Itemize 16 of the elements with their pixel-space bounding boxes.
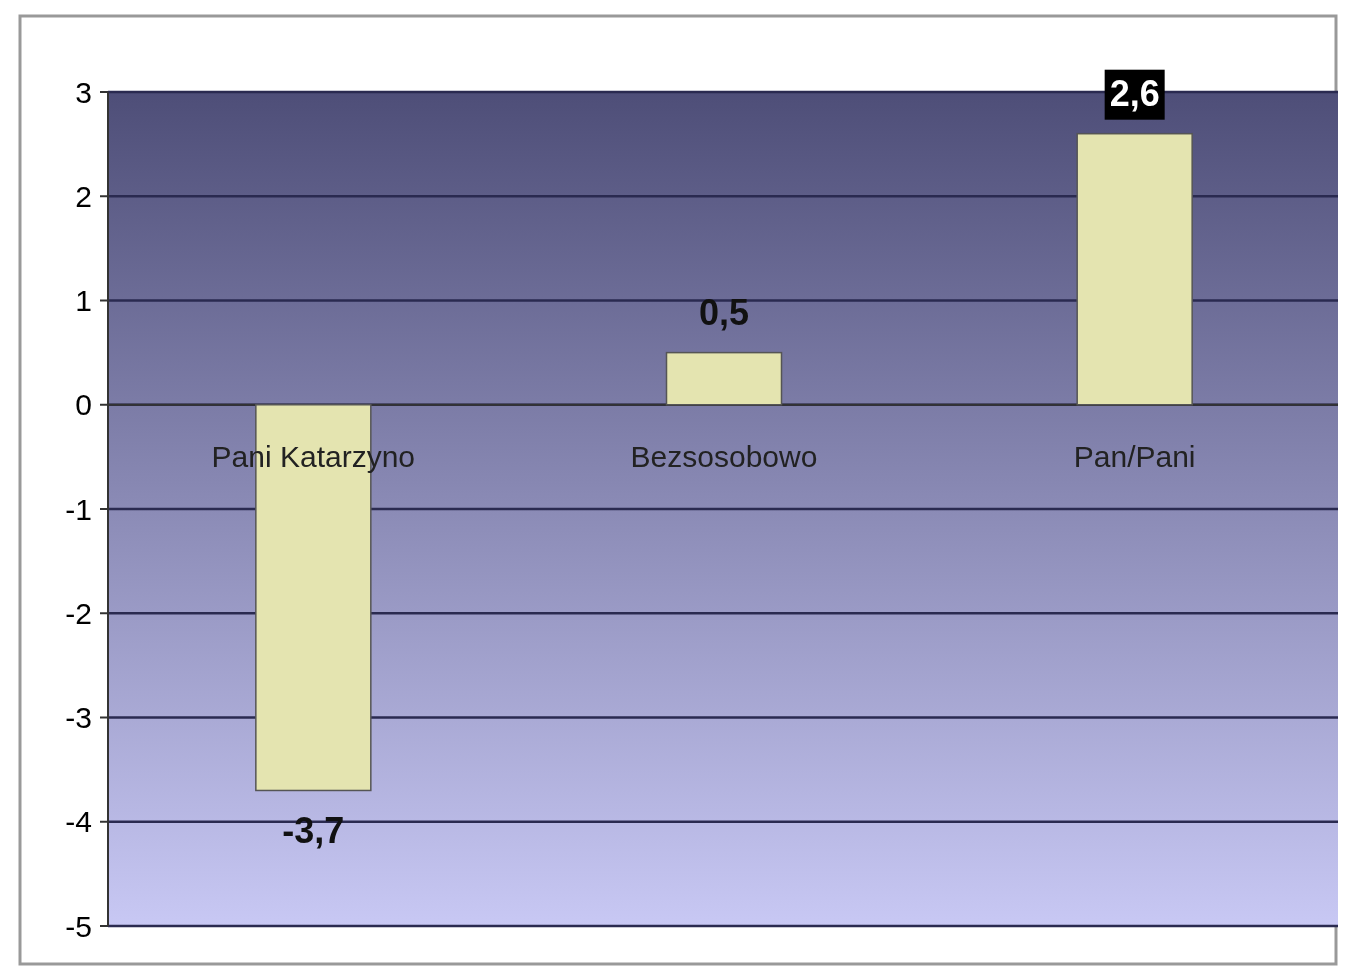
y-tick-label: -4 (65, 805, 92, 839)
y-tick-label: -5 (65, 909, 92, 943)
y-tick-label: 0 (75, 388, 92, 422)
y-tick-label: 2 (75, 179, 92, 213)
data-label: 0,5 (698, 292, 750, 334)
x-tick-label: Bezsosobowo (630, 439, 818, 473)
y-tick-label: -1 (65, 492, 92, 526)
y-tick-label: -3 (65, 701, 92, 734)
bar (1076, 132, 1193, 406)
data-label: -3,7 (282, 810, 345, 852)
y-tick-label: 3 (75, 75, 92, 109)
y-tick-label: 1 (75, 284, 92, 317)
bar (665, 351, 783, 406)
y-tick-label: -2 (65, 596, 92, 630)
x-tick-label: Pan/Pani (1073, 439, 1196, 473)
data-label: 2,6 (1109, 73, 1160, 115)
